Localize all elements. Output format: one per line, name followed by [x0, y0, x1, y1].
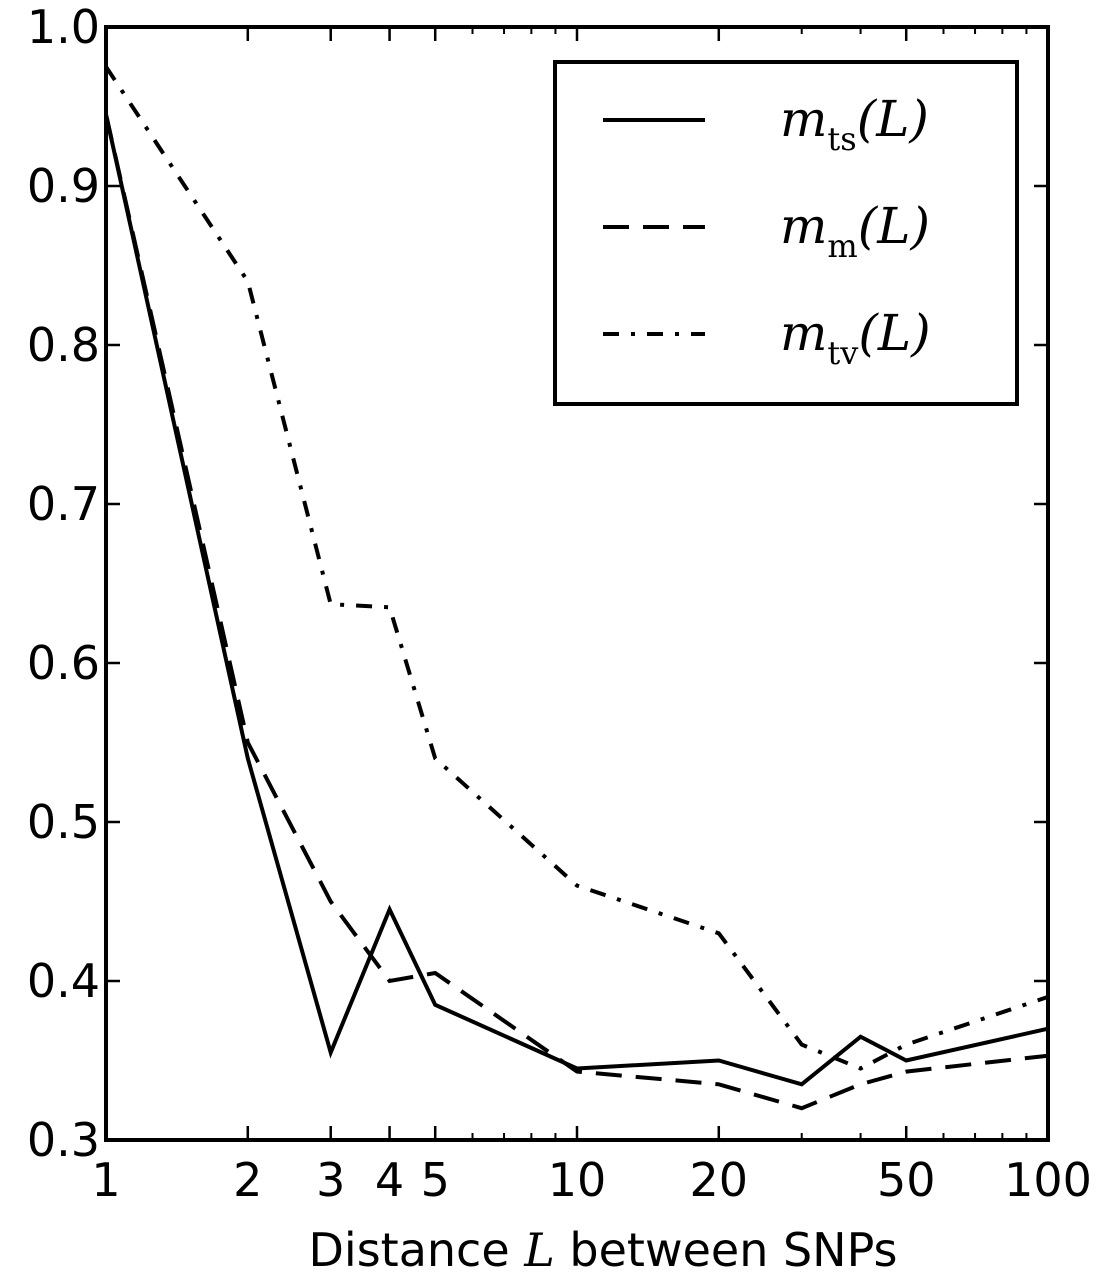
y-tick-label: 0.7 — [27, 477, 100, 531]
x-tick-label: 5 — [421, 1153, 450, 1207]
legend-label-ts: mts(L) — [780, 90, 929, 158]
series-line-tv — [104, 65, 1049, 1071]
plot-frame — [104, 25, 1050, 1142]
legend-subscript: tv — [827, 334, 858, 372]
legend-label-m: mm(L) — [780, 197, 930, 265]
tick-labels: 1 2 3 4 5 10 20 50 100 0.3 0.4 0.5 0.6 0.7 0.8 0.9 1.0 — [27, 0, 1092, 1207]
y-tick-label: 1.0 — [27, 0, 100, 54]
x-tick-label: 1 — [91, 1153, 120, 1207]
x-axis-title: Distance L between SNPs — [309, 1223, 898, 1277]
series-lines — [104, 65, 1049, 1111]
y-tick-label: 0.5 — [27, 795, 100, 849]
legend-arg: (L) — [857, 90, 929, 148]
legend: mts(L)mm(L)mtv(L) — [553, 60, 1019, 406]
y-tick-label: 0.3 — [27, 1113, 100, 1167]
x-tick-label: 50 — [877, 1153, 936, 1207]
legend-symbol: m — [780, 90, 827, 148]
legend-subscript: ts — [827, 120, 856, 158]
x-tick-label: 4 — [375, 1153, 404, 1207]
x-tick-label: 10 — [548, 1153, 607, 1207]
legend-symbol: m — [780, 197, 827, 255]
legend-subscript: m — [827, 227, 857, 265]
legend-arg: (L) — [858, 304, 930, 362]
legend-arg: (L) — [858, 197, 930, 255]
x-axis-title-suffix: between SNPs — [555, 1223, 898, 1277]
series-line-ts — [104, 114, 1049, 1087]
x-tick-label: 100 — [1004, 1153, 1092, 1207]
x-axis-title-symbol: L — [523, 1223, 555, 1277]
x-tick-label: 2 — [233, 1153, 262, 1207]
x-tick-label: 3 — [316, 1153, 345, 1207]
x-axis-title-prefix: Distance — [309, 1223, 525, 1277]
y-tick-label: 0.4 — [27, 954, 100, 1008]
series-line-m — [104, 114, 1049, 1111]
y-tick-label: 0.9 — [27, 159, 100, 213]
y-tick-label: 0.8 — [27, 318, 100, 372]
x-tick-label: 20 — [690, 1153, 749, 1207]
legend-label-tv: mtv(L) — [780, 304, 931, 372]
y-tick-label: 0.6 — [27, 636, 100, 690]
legend-symbol: m — [780, 304, 827, 362]
